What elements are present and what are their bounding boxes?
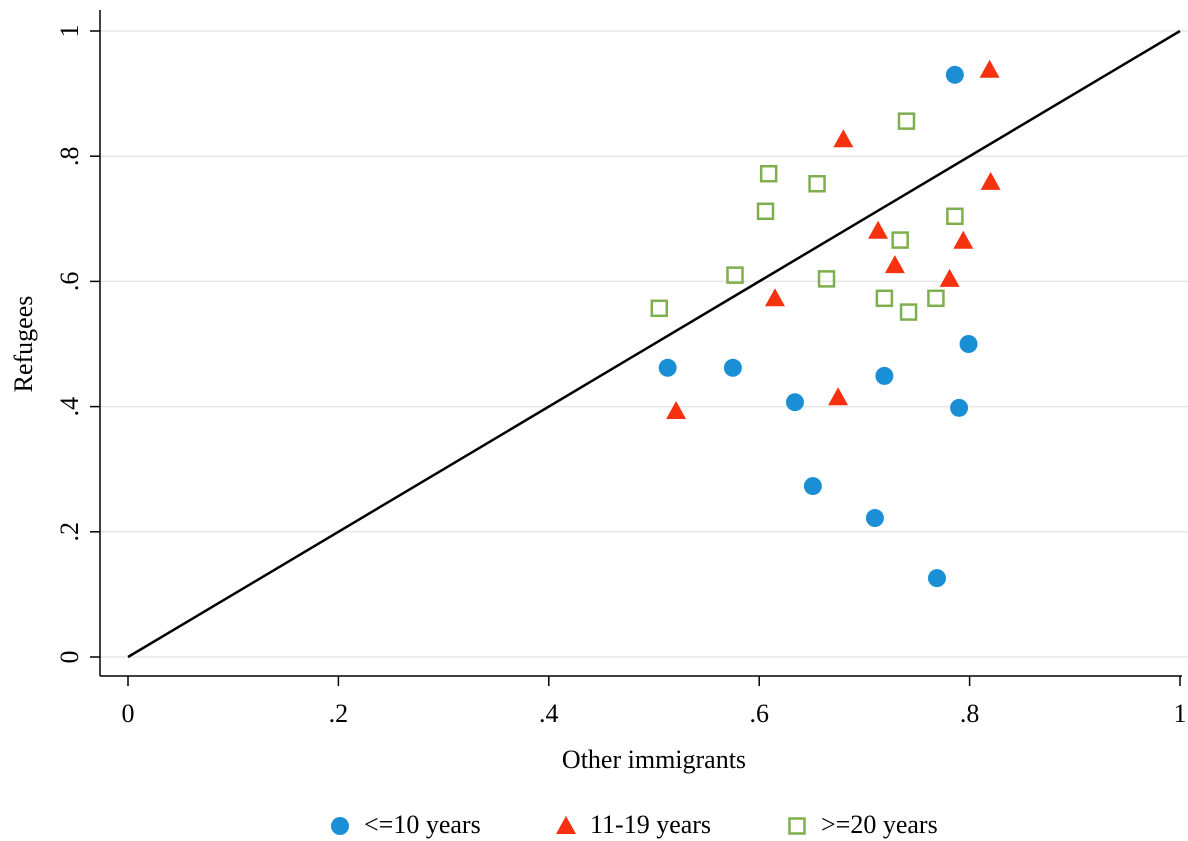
- diagonal-line: [127, 29, 1181, 659]
- point: [756, 202, 775, 221]
- point: [868, 220, 889, 239]
- point: [927, 289, 945, 308]
- point: [927, 569, 946, 588]
- point: [723, 358, 742, 377]
- point: [899, 303, 918, 321]
- point: [939, 268, 960, 287]
- point: [726, 266, 744, 284]
- point: [891, 231, 909, 249]
- x-axis-title: Other immigrants: [562, 745, 746, 774]
- x-tick-label: .8: [960, 699, 980, 728]
- point: [833, 129, 854, 148]
- point: [945, 65, 964, 84]
- point: [875, 366, 894, 385]
- point: [946, 207, 964, 226]
- y-tick-label: 1: [55, 25, 84, 38]
- legend-label: <=10 years: [364, 810, 481, 839]
- point: [785, 393, 804, 412]
- point: [875, 289, 894, 308]
- point: [959, 335, 978, 353]
- y-tick-label: .6: [55, 272, 84, 292]
- y-tick-label: .4: [55, 397, 84, 417]
- legend-marker: [331, 817, 349, 835]
- point: [828, 387, 849, 406]
- point: [764, 288, 785, 307]
- point: [759, 164, 778, 183]
- y-axis-title: Refugees: [9, 296, 38, 393]
- x-tick-label: .6: [749, 699, 769, 728]
- point: [666, 400, 687, 419]
- x-tick-label: 0: [122, 699, 135, 728]
- point: [980, 171, 1001, 190]
- y-tick-label: .8: [55, 146, 84, 166]
- legend-marker: [788, 817, 806, 835]
- point: [650, 299, 669, 318]
- x-tick-label: .2: [329, 699, 349, 728]
- y-tick-label: .2: [55, 522, 84, 542]
- y-tick-label: 0: [55, 651, 84, 664]
- point: [979, 59, 1000, 78]
- point: [865, 509, 884, 528]
- point: [897, 112, 916, 130]
- point: [803, 477, 822, 496]
- point: [658, 358, 677, 377]
- point: [817, 270, 836, 288]
- point: [950, 398, 969, 417]
- x-tick-label: .4: [539, 699, 559, 728]
- legend-label: >=20 years: [821, 810, 938, 839]
- point: [884, 255, 905, 274]
- legend-marker: [556, 816, 576, 834]
- legend-label: 11-19 years: [590, 810, 711, 839]
- point: [953, 230, 974, 249]
- x-tick-label: 1: [1174, 699, 1187, 728]
- point: [808, 174, 826, 193]
